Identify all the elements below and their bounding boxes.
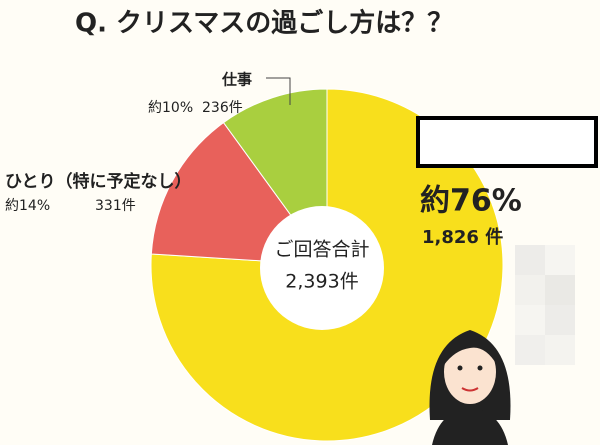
- total-label: 2,393件: [285, 271, 358, 293]
- leader-line: [266, 77, 291, 105]
- mosaic: [515, 245, 575, 365]
- value-label: 約10%: [148, 100, 193, 116]
- count-label: 331件: [95, 198, 136, 214]
- chart-title: Q. クリスマスの過ごし方は？？: [75, 8, 453, 39]
- value-label: 約76%: [420, 184, 522, 219]
- redaction-box: [416, 116, 598, 168]
- avatar: [429, 330, 511, 445]
- category-label: ひとり（特に予定なし）: [5, 171, 192, 192]
- value-label: 約14%: [5, 198, 50, 214]
- category-label: 仕事: [221, 71, 252, 89]
- count-label: 236件: [202, 100, 243, 116]
- center-label: ご回答合計: [274, 239, 369, 261]
- count-label: 1,826 件: [422, 226, 503, 248]
- donut-hole: [260, 206, 384, 330]
